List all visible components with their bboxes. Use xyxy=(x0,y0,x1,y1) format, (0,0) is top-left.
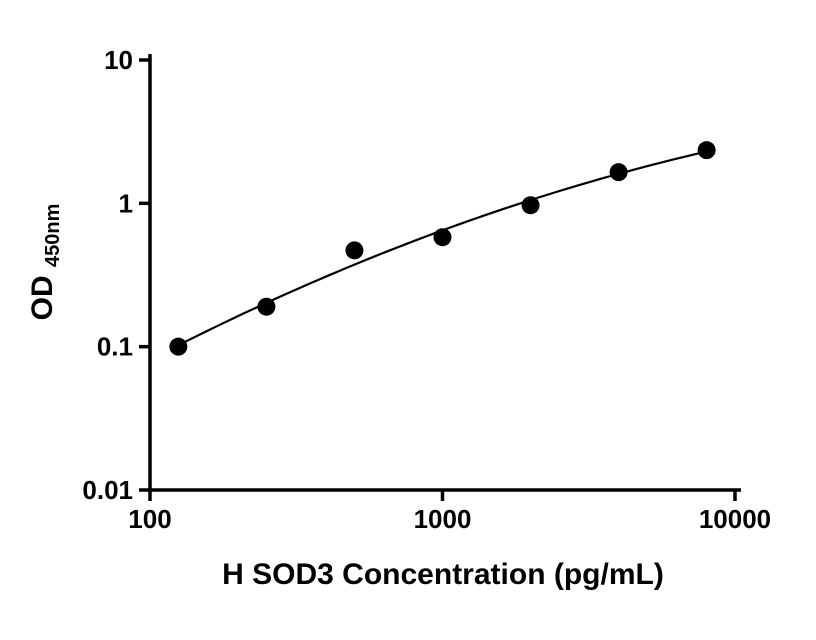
y-axis-title-subscript: 450nm xyxy=(42,204,64,267)
fit-curve xyxy=(177,150,707,347)
y-axis-ticks: 10 1 0.1 0.01 xyxy=(82,45,150,505)
data-point xyxy=(609,163,628,182)
data-point xyxy=(521,196,540,215)
y-tick-label: 1 xyxy=(119,188,133,218)
y-axis-title-main: OD xyxy=(26,275,59,320)
x-tick-label: 10000 xyxy=(699,504,771,534)
x-tick-label: 100 xyxy=(128,504,171,534)
data-point xyxy=(345,241,364,260)
y-tick-label: 10 xyxy=(104,45,133,75)
data-point xyxy=(697,141,716,160)
y-tick-label: 0.1 xyxy=(97,332,133,362)
data-point xyxy=(433,228,452,247)
data-series xyxy=(169,141,716,356)
x-axis-ticks: 100 1000 10000 xyxy=(128,490,771,534)
data-point xyxy=(169,337,188,356)
y-axis-title: OD 450nm xyxy=(26,204,64,321)
y-tick-label: 0.01 xyxy=(82,475,133,505)
x-axis-title: H SOD3 Concentration (pg/mL) xyxy=(222,558,664,591)
data-point xyxy=(257,297,276,316)
x-tick-label: 1000 xyxy=(414,504,472,534)
